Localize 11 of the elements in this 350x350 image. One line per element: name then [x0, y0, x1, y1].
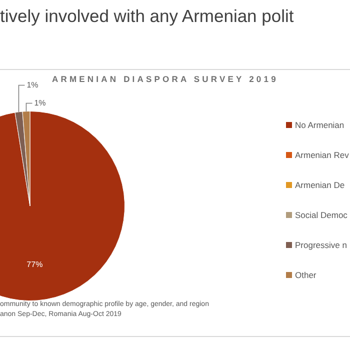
legend-label: Progressive n	[295, 240, 347, 250]
data-label: 1%	[26, 80, 38, 90]
legend-label: Armenian Rev	[295, 150, 349, 160]
legend-label: Armenian De	[295, 180, 345, 190]
legend-label: No Armenian	[295, 120, 344, 130]
data-label: 1%	[34, 98, 46, 108]
chart-title: tively involved with any Armenian polit	[0, 6, 294, 27]
legend-label: Social Democ	[295, 210, 348, 220]
chart-subtitle: ARMENIAN DIASPORA SURVEY 2019	[52, 74, 278, 84]
data-label: 77%	[26, 260, 43, 269]
legend-label: Other	[295, 270, 316, 280]
